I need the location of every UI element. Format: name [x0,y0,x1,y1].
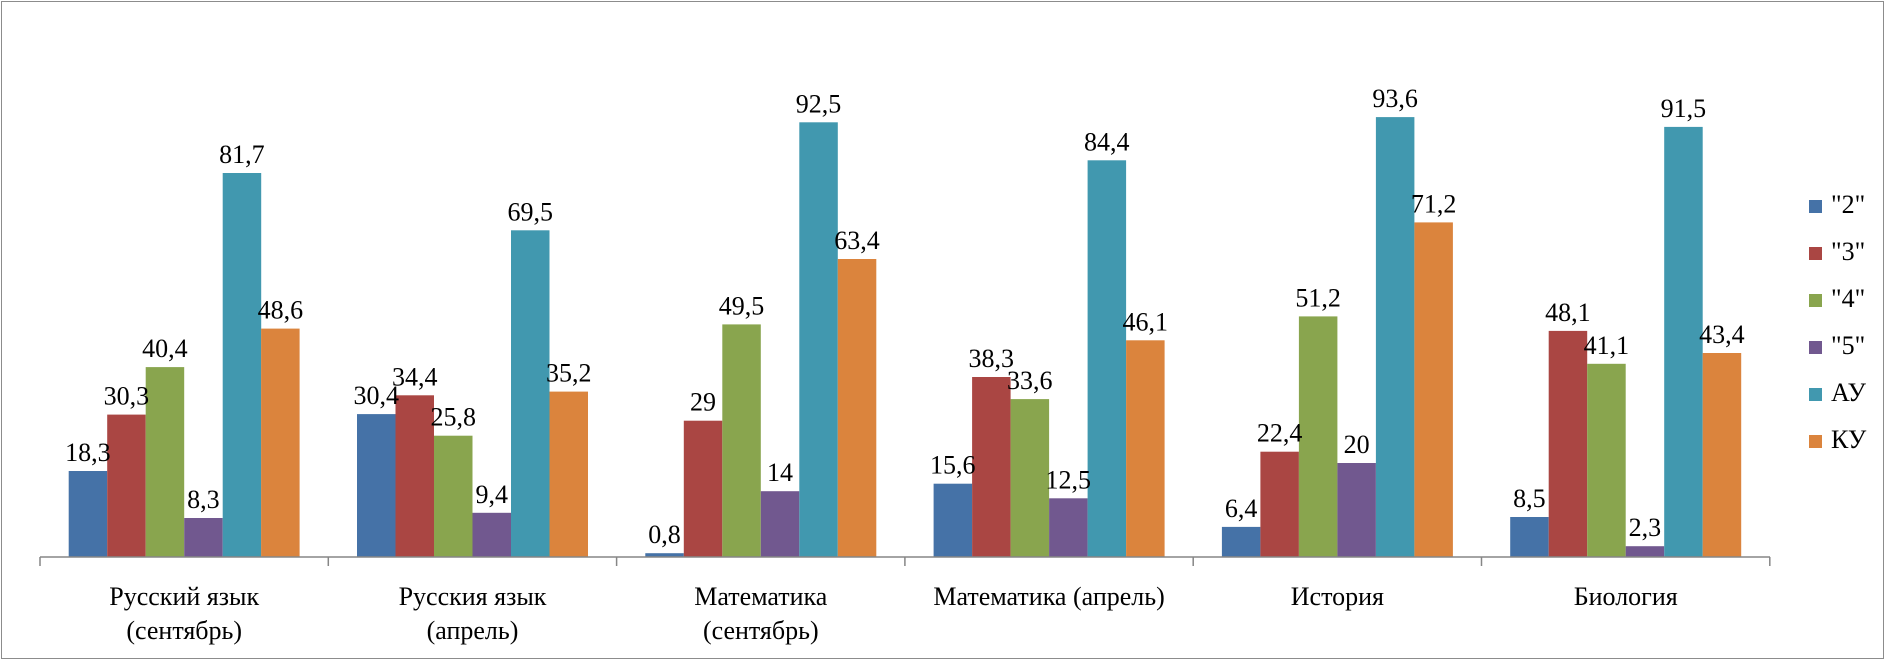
bar [1126,340,1165,557]
data-label: 8,5 [1513,484,1546,513]
category-label: (сентябрь) [126,616,242,645]
legend-swatch [1809,435,1822,448]
data-label: 6,4 [1225,494,1258,523]
bar [1702,353,1742,557]
bar [1587,363,1626,557]
bar [434,435,473,557]
data-label: 30,3 [104,382,150,411]
bar [222,173,262,557]
x-axis: Русский язык (сентябрь) Русския язык (апрел… [39,556,1771,645]
legend: "2" "3" "4" "5" АУ КУ [1809,190,1867,454]
bar [395,395,434,557]
bar [1260,451,1299,557]
data-label: 35,2 [546,359,592,388]
bar [722,324,761,558]
legend-label: АУ [1831,378,1866,407]
data-label: 49,5 [719,291,765,320]
category-label: Математика [694,582,828,611]
bar [1298,316,1338,557]
bar [261,328,300,557]
data-label: 12,5 [1046,465,1092,494]
legend-label: "3" [1831,237,1865,266]
data-label: 33,6 [1007,366,1053,395]
bar [68,471,108,557]
bar [1087,160,1127,558]
category-label: (апрель) [427,616,519,645]
data-label: 0,8 [648,520,681,549]
category-label: Биология [1574,582,1678,611]
bar [972,377,1011,557]
bar [683,420,723,557]
data-label: 15,6 [930,451,976,480]
legend-swatch [1809,341,1822,354]
data-label: 40,4 [142,334,188,363]
bars-layer [68,117,1742,558]
data-label: 2,3 [1629,513,1662,542]
data-label: 43,4 [1699,320,1745,349]
bar [1625,546,1665,557]
legend-swatch [1809,294,1822,307]
bar [645,553,684,557]
data-label: 92,5 [796,89,842,118]
data-label: 91,5 [1661,94,1707,123]
data-label: 48,6 [258,296,304,325]
category-label: История [1291,582,1384,611]
bar [549,391,588,557]
data-label: 46,1 [1123,307,1169,336]
bar [1664,126,1703,558]
legend-swatch [1809,247,1822,260]
bar [1337,463,1376,557]
data-label: 38,3 [969,344,1015,373]
data-labels-layer: 18,3 30,3 40,4 8,3 81,7 48,6 30,434,4 25,8 9,4 69… [65,84,1745,549]
data-label: 63,4 [834,226,880,255]
category-label: Русский язык [109,582,259,611]
bar [760,491,800,557]
data-label: 81,7 [219,140,265,169]
data-label: 48,1 [1545,298,1591,327]
data-label: 71,2 [1411,189,1457,218]
data-label: 14 [767,458,793,487]
data-label: 20 [1344,430,1370,459]
legend-label: "5" [1831,331,1865,360]
category-label: (сентябрь) [703,616,819,645]
bar [472,512,511,557]
legend-label: "4" [1831,284,1865,313]
legend-swatch [1809,200,1822,213]
category-label: Русския язык [399,582,547,611]
data-label: 25,8 [430,403,476,432]
legend-label: КУ [1831,425,1867,454]
bar [837,259,877,557]
data-label: 18,3 [65,438,111,467]
legend-swatch [1809,388,1822,401]
data-label: 84,4 [1084,127,1130,156]
data-label: 9,4 [475,480,508,509]
bar [357,414,396,557]
bar [1414,222,1453,557]
bar [1510,517,1549,557]
bar [107,414,146,557]
bar [1221,526,1261,557]
bar [1049,498,1088,558]
bar [799,122,838,558]
bar [1548,330,1588,557]
data-label: 34,4 [392,362,438,391]
bar [184,518,223,557]
data-label: 8,3 [187,485,220,514]
bar [145,367,185,557]
data-label: 93,6 [1372,84,1418,113]
bar [511,230,550,558]
data-label: 30,4 [353,381,399,410]
data-label: 69,5 [507,197,553,226]
data-label: 22,4 [1257,419,1303,448]
data-label: 29 [690,388,716,417]
data-label: 51,2 [1295,283,1341,312]
bar [933,483,973,557]
data-label: 41,1 [1584,331,1630,360]
category-label: Математика (апрель) [933,582,1164,611]
bar [1375,117,1415,557]
legend-label: "2" [1831,190,1865,219]
bar [1010,399,1050,557]
